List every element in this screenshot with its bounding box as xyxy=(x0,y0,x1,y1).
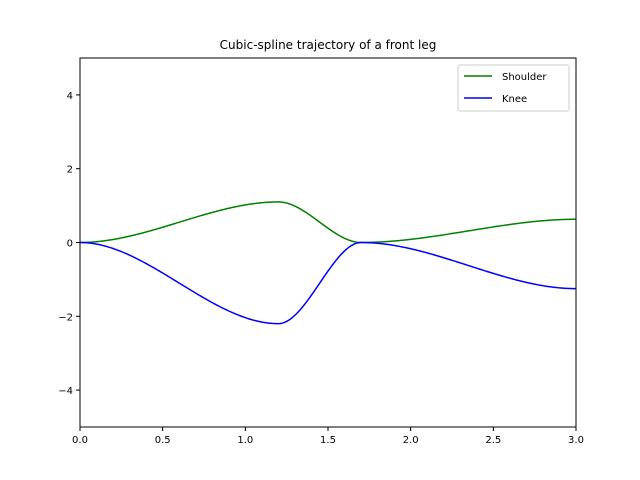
y-tick-label: −4 xyxy=(58,386,73,397)
y-tick-label: 2 xyxy=(67,165,73,176)
legend-label-knee: Knee xyxy=(502,94,527,105)
ticks-layer: 0.0 0.5 1.0 1.5 2.0 2.5 3.0 −4 −2 0 2 4 xyxy=(58,91,584,446)
y-tick-label: 0 xyxy=(67,239,73,250)
x-tick-label: 1.5 xyxy=(320,435,336,446)
x-tick-label: 2.5 xyxy=(485,435,501,446)
series-layer xyxy=(79,201,577,325)
plot-frame xyxy=(79,57,577,428)
legend-label-shoulder: Shoulder xyxy=(502,72,547,83)
x-tick-label: 3.0 xyxy=(568,435,584,446)
x-tick-label: 0.5 xyxy=(155,435,171,446)
x-tick-label: 2.0 xyxy=(403,435,419,446)
chart-title: Cubic-spline trajectory of a front leg xyxy=(220,38,437,52)
x-tick-label: 1.0 xyxy=(237,435,253,446)
legend: Shoulder Knee xyxy=(457,64,570,112)
series-line-knee xyxy=(79,241,577,325)
y-tick-label: −2 xyxy=(58,312,73,323)
x-tick-label: 0.0 xyxy=(72,435,88,446)
y-tick-label: 4 xyxy=(67,91,73,102)
series-line-shoulder xyxy=(79,201,577,244)
